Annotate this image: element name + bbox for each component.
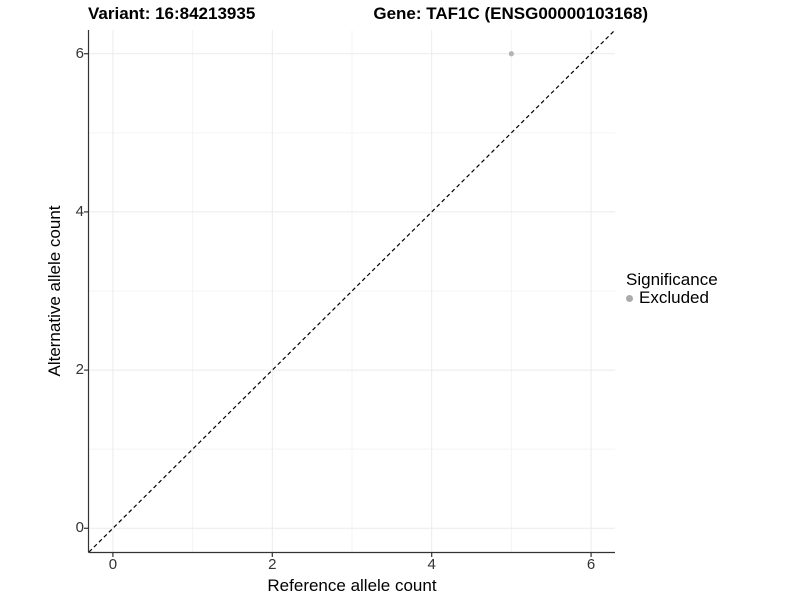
legend-point-icon xyxy=(626,294,633,302)
y-tick-label: 2 xyxy=(75,361,84,379)
plot-title-gene: Gene: TAF1C (ENSG00000103168) xyxy=(373,4,648,23)
x-axis-title: Reference allele count xyxy=(267,576,437,595)
plot-title-variant: Variant: 16:84213935 xyxy=(88,4,256,23)
legend-item-excluded: Excluded xyxy=(626,289,718,307)
y-axis-title: Alternative allele count xyxy=(45,205,64,377)
identity-line xyxy=(88,29,616,553)
legend: Significance Excluded xyxy=(626,270,718,307)
legend-title: Significance xyxy=(626,270,718,289)
x-tick-label: 4 xyxy=(427,556,436,573)
legend-item-label: Excluded xyxy=(639,288,709,307)
data-point xyxy=(508,51,514,57)
y-tick-label: 0 xyxy=(75,519,84,537)
y-tick-label: 6 xyxy=(75,44,84,62)
x-tick-label: 6 xyxy=(586,556,596,573)
y-tick-label: 4 xyxy=(75,202,84,220)
plot-title: Variant: 16:84213935 Gene: TAF1C (ENSG00… xyxy=(88,4,648,24)
x-tick-label: 2 xyxy=(268,556,277,573)
x-tick-label: 0 xyxy=(108,556,118,573)
